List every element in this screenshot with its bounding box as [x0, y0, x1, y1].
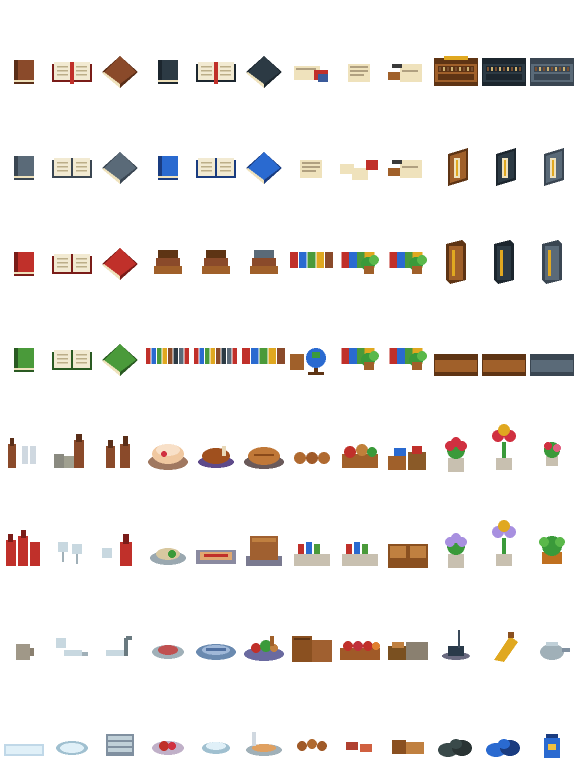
crate-open-icon — [384, 480, 432, 576]
book-red-standing-icon — [0, 192, 48, 288]
crate-small-icon — [384, 672, 432, 768]
rolls-small-icon — [288, 672, 336, 768]
books-plant-short-icon — [384, 192, 432, 288]
paper-scattered-icon — [336, 96, 384, 192]
potion-tilted-icon — [480, 576, 528, 672]
chest-slate-icon — [528, 288, 576, 384]
bottles-pair-icon — [96, 384, 144, 480]
books-plant-row-2-icon — [336, 288, 384, 384]
bottles-red-group-icon — [0, 480, 48, 576]
book-stack-tilted-icon — [192, 192, 240, 288]
crate-books-2-icon — [336, 480, 384, 576]
bread-crates-icon — [384, 576, 432, 672]
cake-plate-icon — [144, 384, 192, 480]
fish-platter-icon — [192, 576, 240, 672]
paper-scroll-quill-icon — [384, 0, 432, 96]
book-open-blue-icon — [192, 96, 240, 192]
book-navy-lying-icon — [240, 0, 288, 96]
paper-quill-stack-icon — [288, 0, 336, 96]
book-open-slate-icon — [48, 96, 96, 192]
paper-stack-quill-icon — [384, 96, 432, 192]
jar-blue-icon — [528, 672, 576, 768]
flower-pot-red-icon — [432, 384, 480, 480]
bookcase-side-wood-icon — [432, 96, 480, 192]
sandwich-tray-icon — [192, 480, 240, 576]
bread-loaf-tray-icon — [240, 480, 288, 576]
book-blue-lying-icon — [240, 96, 288, 192]
salad-plate-icon — [144, 480, 192, 576]
teapot-icon — [528, 576, 576, 672]
bowl-empty-icon — [192, 672, 240, 768]
paper-note-icon — [336, 0, 384, 96]
plant-pot-orange-icon — [528, 480, 576, 576]
crate-books-icon — [288, 480, 336, 576]
bookcase-tall-wood-icon — [432, 192, 480, 288]
bookshelf-top-wood-icon — [432, 0, 480, 96]
book-stack-brown-icon — [144, 192, 192, 288]
bookcase-tall-navy-icon — [480, 192, 528, 288]
books-plant-row-icon — [336, 192, 384, 288]
bookshelf-top-slate-icon — [528, 0, 576, 96]
mug-icon — [0, 576, 48, 672]
book-brown-standing-icon — [0, 0, 48, 96]
plate-quill-icon — [240, 672, 288, 768]
books-plant-short-2-icon — [384, 288, 432, 384]
books-row-long-icon — [144, 288, 192, 384]
bottles-mugs-icon — [48, 384, 96, 480]
book-brown-lying-icon — [96, 0, 144, 96]
book-stack-hat-icon — [240, 192, 288, 288]
books-row-short-icon — [240, 288, 288, 384]
book-slate-lying-icon — [96, 96, 144, 192]
book-green-lying-icon — [96, 288, 144, 384]
flower-pot-purple-tall-icon — [480, 480, 528, 576]
glass-bottle-red-icon — [96, 480, 144, 576]
flower-pot-purple-icon — [432, 480, 480, 576]
book-open-red-icon — [48, 192, 96, 288]
roast-chicken-icon — [192, 384, 240, 480]
plate-meat-icon — [144, 576, 192, 672]
wood-crates-stack-icon — [288, 576, 336, 672]
book-open-green-icon — [48, 288, 96, 384]
bread-rolls-icon — [288, 384, 336, 480]
bread-small-icon — [336, 672, 384, 768]
chest-wood-2-icon — [480, 288, 528, 384]
paper-letter-icon — [288, 96, 336, 192]
book-navy-standing-icon — [144, 0, 192, 96]
book-blue-standing-icon — [144, 96, 192, 192]
book-green-standing-icon — [0, 288, 48, 384]
bookcase-tall-slate-icon — [528, 192, 576, 288]
rocks-blue-icon — [480, 672, 528, 768]
books-row-small-icon — [288, 192, 336, 288]
chest-wood-icon — [432, 288, 480, 384]
flower-pot-red-tall-icon — [480, 384, 528, 480]
pie-plate-icon — [240, 384, 288, 480]
book-open-red-ribbon-icon — [48, 0, 96, 96]
plates-stack-icon — [96, 672, 144, 768]
books-row-long-end-icon — [192, 288, 240, 384]
vegetable-platter-icon — [240, 576, 288, 672]
bookcase-side-navy-icon — [480, 96, 528, 192]
inkwell-quill-icon — [432, 576, 480, 672]
book-open-navy-ribbon-icon — [192, 0, 240, 96]
rocks-dark-icon — [432, 672, 480, 768]
book-red-lying-icon — [96, 192, 144, 288]
glasses-toppled-icon — [48, 576, 96, 672]
glass-spilled-icon — [96, 576, 144, 672]
bookcase-side-slate-icon — [528, 96, 576, 192]
flower-pot-small-icon — [528, 384, 576, 480]
crates-mixed-icon — [384, 384, 432, 480]
globe-books-icon — [288, 288, 336, 384]
wine-glasses-icon — [48, 480, 96, 576]
book-slate-standing-icon — [0, 96, 48, 192]
produce-basket-icon — [336, 576, 384, 672]
bottle-glasses-icon — [0, 384, 48, 480]
tray-empty-icon — [0, 672, 48, 768]
bookshelf-top-navy-icon — [480, 0, 528, 96]
food-basket-mixed-icon — [336, 384, 384, 480]
plate-empty-icon — [48, 672, 96, 768]
plate-fruit-icon — [144, 672, 192, 768]
